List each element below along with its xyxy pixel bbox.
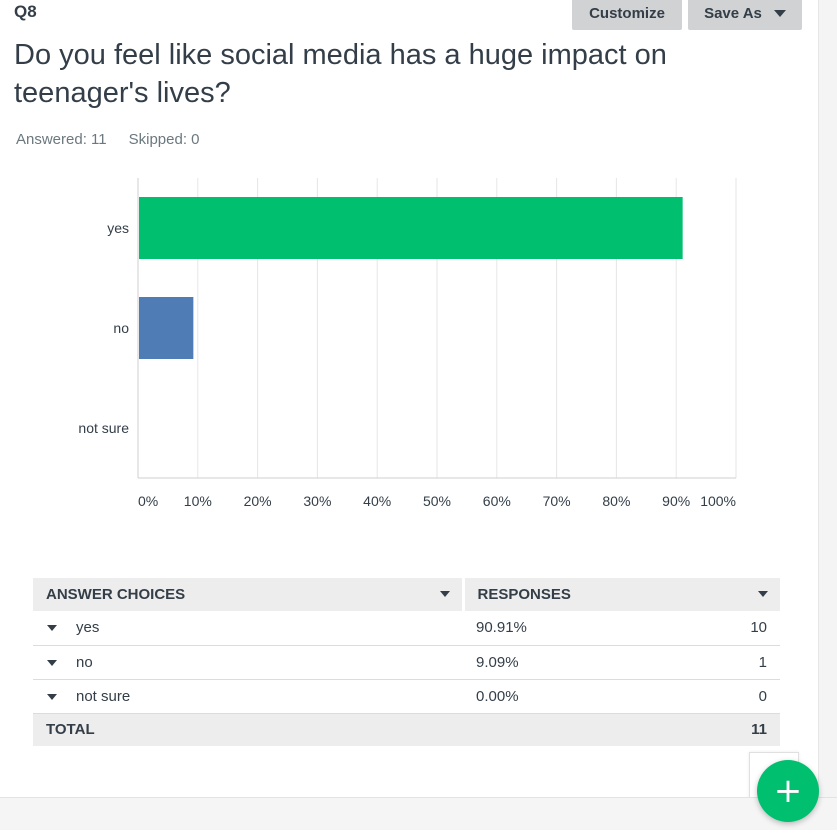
response-count: 0 — [758, 687, 767, 705]
response-count: 1 — [758, 653, 767, 671]
choice-cell: yes — [33, 611, 463, 646]
response-cell: 90.91% 10 — [463, 611, 780, 646]
x-tick-label: 10% — [184, 493, 212, 509]
table-row: not sure 0.00% 0 — [33, 679, 780, 714]
total-count: 11 — [463, 713, 780, 746]
choice-label: no — [76, 653, 93, 671]
add-fab-button[interactable]: + — [757, 760, 819, 822]
response-percent: 90.91% — [476, 619, 527, 637]
question-number: Q8 — [14, 2, 37, 21]
bar-chart: yes no not sure 0% 10% 20% 30% 40% 50% 60% 70% 80% 9… — [78, 178, 737, 509]
right-scroll-rail[interactable] — [818, 0, 837, 797]
total-label: TOTAL — [33, 713, 463, 746]
answer-choices-header[interactable]: ANSWER CHOICES — [33, 578, 465, 611]
expand-caret-icon[interactable] — [47, 659, 57, 666]
expand-caret-icon[interactable] — [47, 693, 57, 700]
bottom-strip — [0, 797, 837, 830]
x-tick-label: 70% — [543, 493, 571, 509]
answer-choices-header-label: ANSWER CHOICES — [46, 586, 186, 603]
x-tick-label: 100% — [700, 493, 736, 509]
responses-table: ANSWER CHOICES RESPONSES yes 90.91% 10 — [33, 578, 780, 746]
choice-label: not sure — [76, 687, 131, 705]
customize-button[interactable]: Customize — [572, 0, 682, 30]
customize-button-label: Customize — [589, 4, 665, 22]
sort-caret-icon[interactable] — [439, 591, 450, 597]
x-tick-label: 0% — [138, 493, 158, 509]
bar-no — [139, 297, 194, 359]
table-row: yes 90.91% 10 — [33, 611, 780, 646]
table-row: no 9.09% 1 — [33, 645, 780, 680]
x-tick-label: 50% — [423, 493, 451, 509]
response-percent: 0.00% — [476, 687, 519, 705]
save-as-button-label: Save As — [704, 4, 762, 22]
responses-header[interactable]: RESPONSES — [463, 578, 780, 611]
question-title: Do you feel like social media has a huge… — [14, 39, 667, 109]
skipped-count: Skipped: 0 — [128, 131, 200, 148]
plus-icon: + — [773, 771, 803, 811]
x-tick-label: 90% — [662, 493, 690, 509]
question-card: Q8 Customize Save As Do you feel like so… — [14, 0, 802, 800]
x-tick-label: 60% — [483, 493, 511, 509]
save-as-button[interactable]: Save As — [688, 0, 802, 30]
sort-caret-icon[interactable] — [758, 591, 768, 597]
x-tick-label: 20% — [244, 493, 272, 509]
total-row: TOTAL 11 — [33, 713, 780, 746]
category-label: no — [113, 320, 129, 336]
choice-label: yes — [76, 619, 100, 637]
response-count: 10 — [750, 619, 767, 637]
expand-caret-icon[interactable] — [47, 625, 57, 632]
category-label: yes — [107, 220, 129, 236]
response-cell: 0.00% 0 — [463, 679, 780, 714]
bar-yes — [139, 197, 683, 259]
choice-cell: not sure — [33, 679, 463, 714]
x-tick-label: 40% — [363, 493, 391, 509]
response-percent: 9.09% — [476, 653, 519, 671]
response-stats: Answered: 11 Skipped: 0 — [16, 131, 200, 148]
x-tick-label: 80% — [602, 493, 630, 509]
choice-cell: no — [33, 645, 463, 680]
answered-count: Answered: 11 — [16, 131, 107, 148]
x-tick-label: 30% — [303, 493, 331, 509]
category-label: not sure — [78, 420, 129, 436]
responses-header-label: RESPONSES — [477, 586, 571, 603]
chevron-down-icon — [773, 9, 786, 17]
response-cell: 9.09% 1 — [463, 645, 780, 680]
